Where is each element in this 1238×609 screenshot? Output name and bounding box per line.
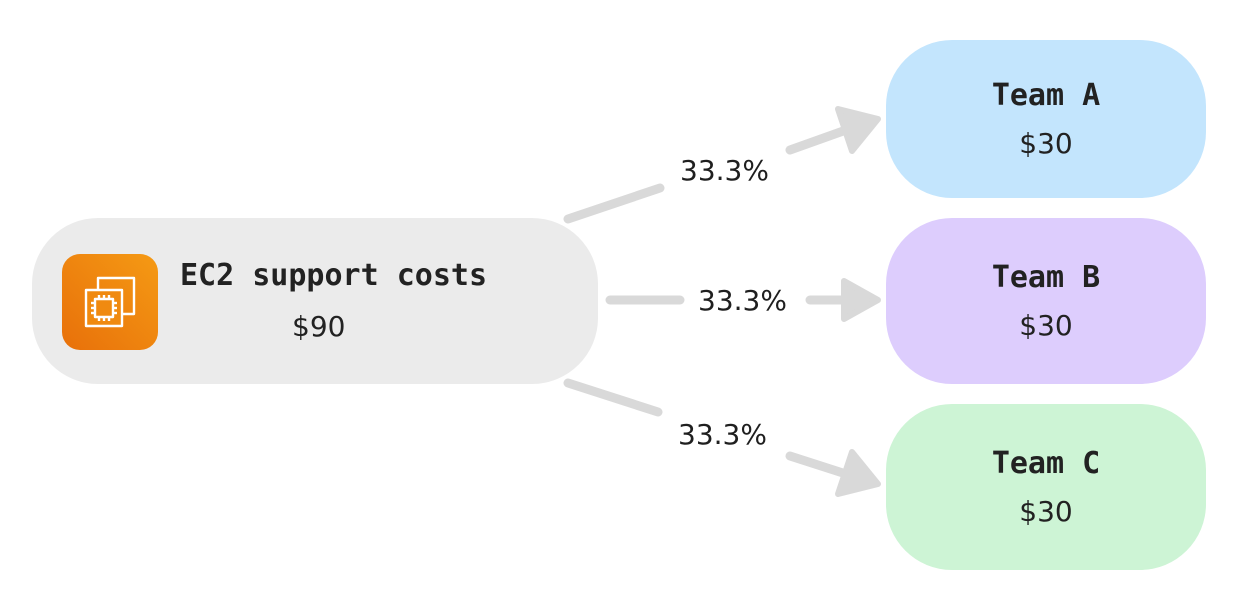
connector-team-c [563, 378, 881, 497]
team-a-node: Team A $30 [886, 40, 1206, 198]
source-node: EC2 support costs $90 [32, 218, 598, 384]
team-a-title: Team A [991, 78, 1101, 113]
team-b-node: Team B $30 [886, 218, 1206, 384]
arrowhead-team-a [835, 106, 881, 154]
team-c-node: Team C $30 [886, 404, 1206, 570]
team-b-title: Team B [991, 260, 1101, 295]
connector-team-b [605, 278, 881, 322]
arrowhead-team-b [841, 278, 881, 322]
allocation-percent-team-c: 33.3% [672, 418, 773, 451]
source-title: EC2 support costs [180, 258, 488, 293]
source-amount: $90 [292, 310, 346, 343]
team-c-amount: $30 [1019, 495, 1073, 528]
allocation-percent-team-b: 33.3% [692, 284, 793, 317]
team-a-amount: $30 [1019, 127, 1073, 160]
arrowhead-team-c [835, 449, 881, 497]
allocation-percent-team-a: 33.3% [674, 154, 775, 187]
team-c-title: Team C [991, 446, 1101, 481]
connector-team-a [563, 106, 881, 224]
team-b-amount: $30 [1019, 309, 1073, 342]
ec2-chip-icon [62, 254, 158, 350]
